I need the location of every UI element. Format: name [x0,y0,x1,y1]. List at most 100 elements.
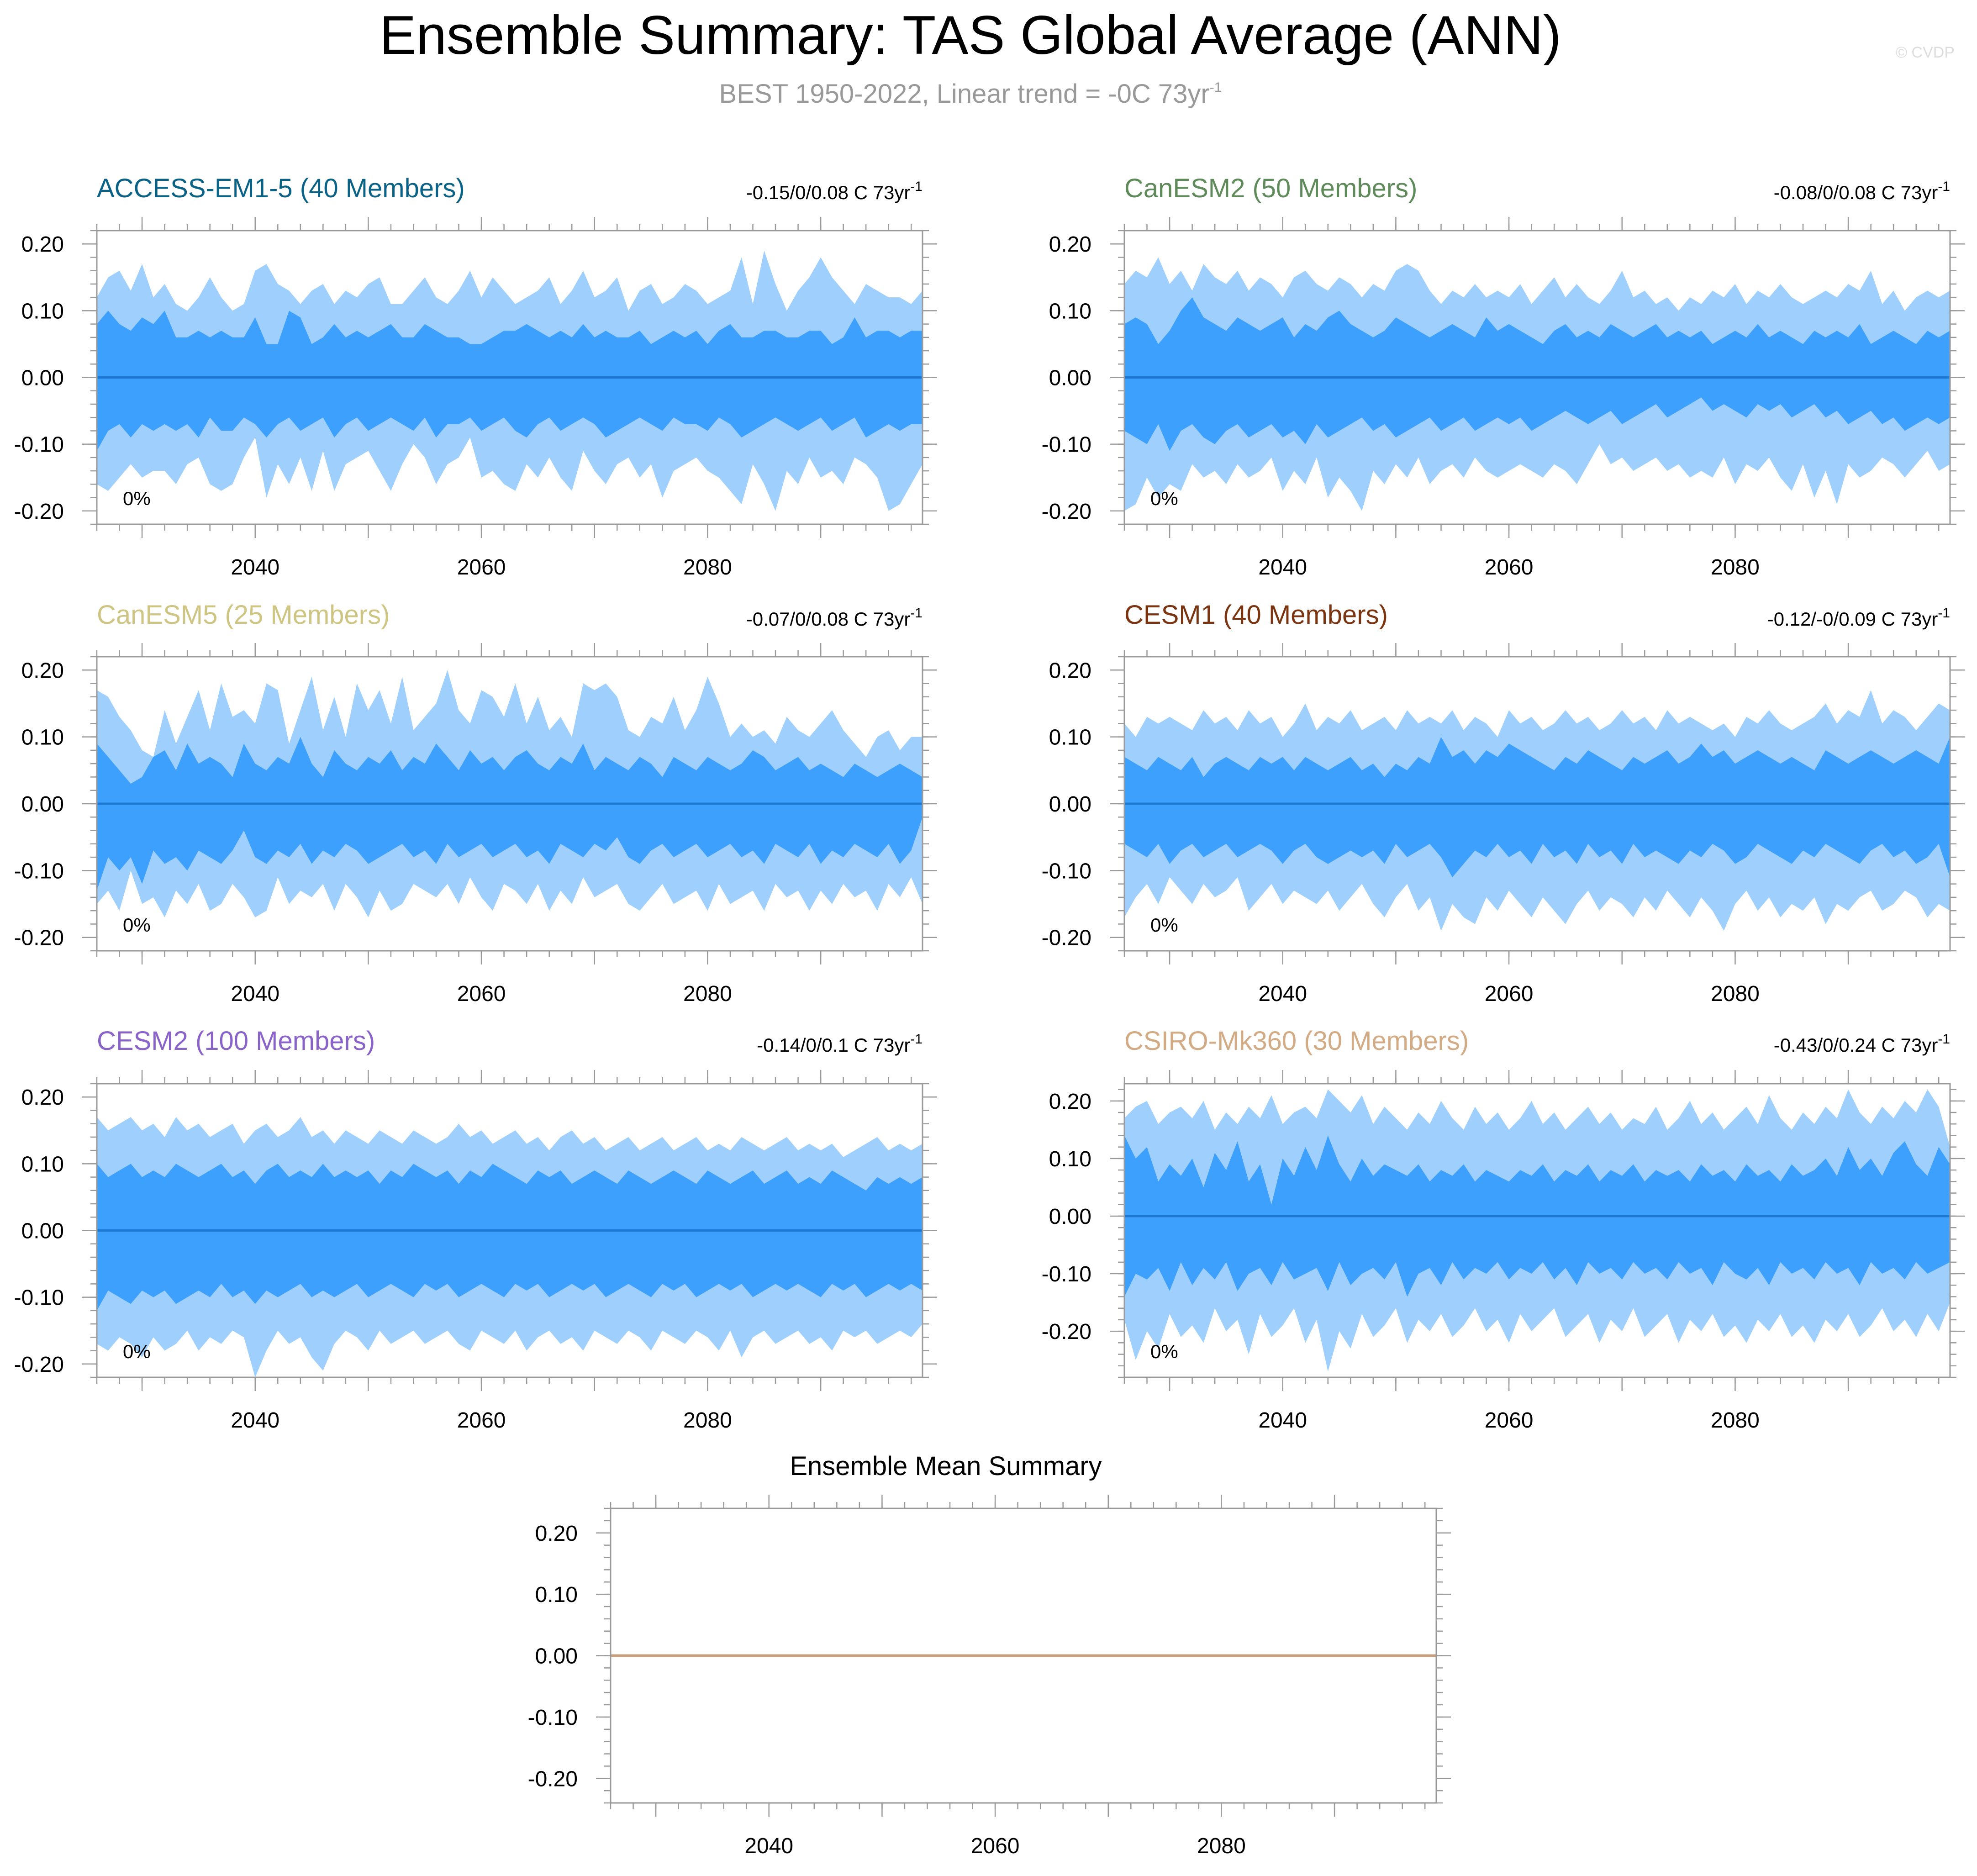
y-tick-label: 0.10 [535,1583,578,1607]
x-tick-label: 2040 [231,982,279,1006]
chart-panel-6: CSIRO-Mk360 (30 Members) -0.43/0/0.24 C 7… [1042,1026,1965,1433]
y-tick-label: 0.00 [1049,792,1091,817]
panel-trend-sup: -1 [910,179,923,194]
y-tick-label: -0.10 [1042,433,1091,457]
panel-title: CESM1 (40 Members) [1124,600,1388,630]
y-tick-label: -0.10 [1042,1262,1091,1286]
y-tick-label: 0.20 [21,659,64,683]
x-tick-label: 2060 [457,555,506,580]
panel-trend: -0.15/0/0.08 C 73yr-1 [746,179,923,203]
x-tick-label: 2040 [1258,555,1307,580]
percent-label: 0% [123,1341,151,1362]
y-tick-label: 0.00 [21,792,64,817]
y-tick-label: -0.10 [14,433,64,457]
panel-title: CESM2 (100 Members) [97,1026,375,1056]
chart-panel-7: Ensemble Mean Summary 2040 2060 2080 0.20 0.1… [528,1451,1451,1858]
figure-subtitle-sup: -1 [1210,80,1222,95]
y-tick-label: -0.20 [1042,500,1091,524]
panel-trend-text: -0.43/0/0.24 C 73yr [1774,1034,1938,1056]
y-tick-label: 0.10 [1049,726,1091,750]
panel-title: CSIRO-Mk360 (30 Members) [1124,1026,1469,1056]
x-tick-label: 2040 [231,555,279,580]
panel-trend: -0.14/0/0.1 C 73yr-1 [757,1032,923,1056]
figure-subtitle: BEST 1950-2022, Linear trend = -0C 73yr-… [719,79,1222,109]
panel-trend-sup: -1 [1938,179,1950,194]
watermark: © CVDP [1896,44,1955,61]
y-tick-label: 0.20 [21,232,64,257]
panel-trend-sup: -1 [1938,1032,1950,1047]
percent-label: 0% [1150,488,1178,509]
y-tick-label: -0.20 [14,500,64,524]
panel-trend-text: -0.07/0/0.08 C 73yr [746,608,911,630]
percent-label: 0% [1150,914,1178,936]
y-tick-label: 0.00 [1049,1205,1091,1229]
y-tick-label: 0.10 [1049,1147,1091,1171]
x-tick-label: 2080 [1711,982,1760,1006]
panel-title: CanESM2 (50 Members) [1124,174,1417,203]
x-tick-label: 2080 [683,555,732,580]
panel-trend: -0.08/0/0.08 C 73yr-1 [1774,179,1950,203]
panel-trend: -0.07/0/0.08 C 73yr-1 [746,606,923,630]
y-tick-label: -0.10 [14,859,64,883]
x-tick-label: 2060 [971,1834,1020,1858]
inner-band [1124,297,1950,451]
y-tick-label: 0.00 [21,1219,64,1244]
panel-trend-text: -0.12/-0/0.09 C 73yr [1767,608,1938,630]
percent-label: 0% [123,488,151,509]
percent-label: 0% [1150,1341,1178,1362]
y-tick-label: 0.10 [1049,299,1091,323]
inner-band [1124,737,1950,877]
panels: ACCESS-EM1-5 (40 Members) -0.15/0/0.08 C … [14,174,1965,1858]
x-tick-label: 2040 [1258,1408,1307,1433]
inner-band [97,1164,923,1311]
y-tick-label: 0.00 [1049,366,1091,390]
x-tick-label: 2060 [1485,555,1534,580]
panel-trend-text: -0.08/0/0.08 C 73yr [1774,182,1938,203]
y-tick-label: -0.20 [528,1767,578,1791]
y-tick-label: 0.20 [1049,659,1091,683]
inner-band [97,737,923,891]
y-tick-label: 0.10 [21,299,64,323]
y-tick-label: 0.20 [1049,232,1091,257]
y-tick-label: -0.20 [1042,926,1091,950]
x-tick-label: 2040 [744,1834,793,1858]
x-tick-label: 2080 [1711,555,1760,580]
y-tick-label: -0.10 [1042,859,1091,883]
figure-subtitle-text: BEST 1950-2022, Linear trend = -0C 73yr [719,79,1210,109]
inner-band [97,311,923,451]
panel-trend-sup: -1 [1938,606,1950,621]
x-tick-label: 2080 [1711,1408,1760,1433]
y-tick-label: 0.00 [535,1644,578,1669]
y-tick-label: 0.20 [535,1522,578,1546]
x-tick-label: 2040 [1258,982,1307,1006]
chart-panel-2: CanESM2 (50 Members) -0.08/0/0.08 C 73yr-… [1042,174,1965,580]
y-tick-label: 0.20 [1049,1090,1091,1114]
y-tick-label: -0.20 [1042,1320,1091,1344]
y-tick-label: 0.10 [21,726,64,750]
x-tick-label: 2080 [683,982,732,1006]
y-tick-label: -0.10 [528,1706,578,1730]
x-tick-label: 2060 [457,982,506,1006]
panel-trend-text: -0.14/0/0.1 C 73yr [757,1034,910,1056]
x-tick-label: 2080 [683,1408,732,1433]
y-tick-label: -0.20 [14,926,64,950]
chart-panel-3: CanESM5 (25 Members) -0.07/0/0.08 C 73yr-… [14,600,937,1006]
panel-trend: -0.12/-0/0.09 C 73yr-1 [1767,606,1950,630]
y-tick-label: -0.10 [14,1286,64,1310]
y-tick-label: 0.00 [21,366,64,390]
x-tick-label: 2060 [1485,982,1534,1006]
x-tick-label: 2060 [1485,1408,1534,1433]
panel-title: Ensemble Mean Summary [790,1451,1102,1481]
x-tick-label: 2080 [1197,1834,1246,1858]
panel-trend-text: -0.15/0/0.08 C 73yr [746,182,911,203]
chart-panel-5: CESM2 (100 Members) -0.14/0/0.1 C 73yr-1 2… [14,1026,937,1433]
y-tick-label: 0.10 [21,1152,64,1176]
panel-trend-sup: -1 [910,606,923,621]
chart-panel-1: ACCESS-EM1-5 (40 Members) -0.15/0/0.08 C … [14,174,937,580]
plot-frame [1123,1083,1951,1378]
x-tick-label: 2040 [231,1408,279,1433]
percent-label: 0% [123,914,151,936]
panel-trend-sup: -1 [910,1032,923,1047]
